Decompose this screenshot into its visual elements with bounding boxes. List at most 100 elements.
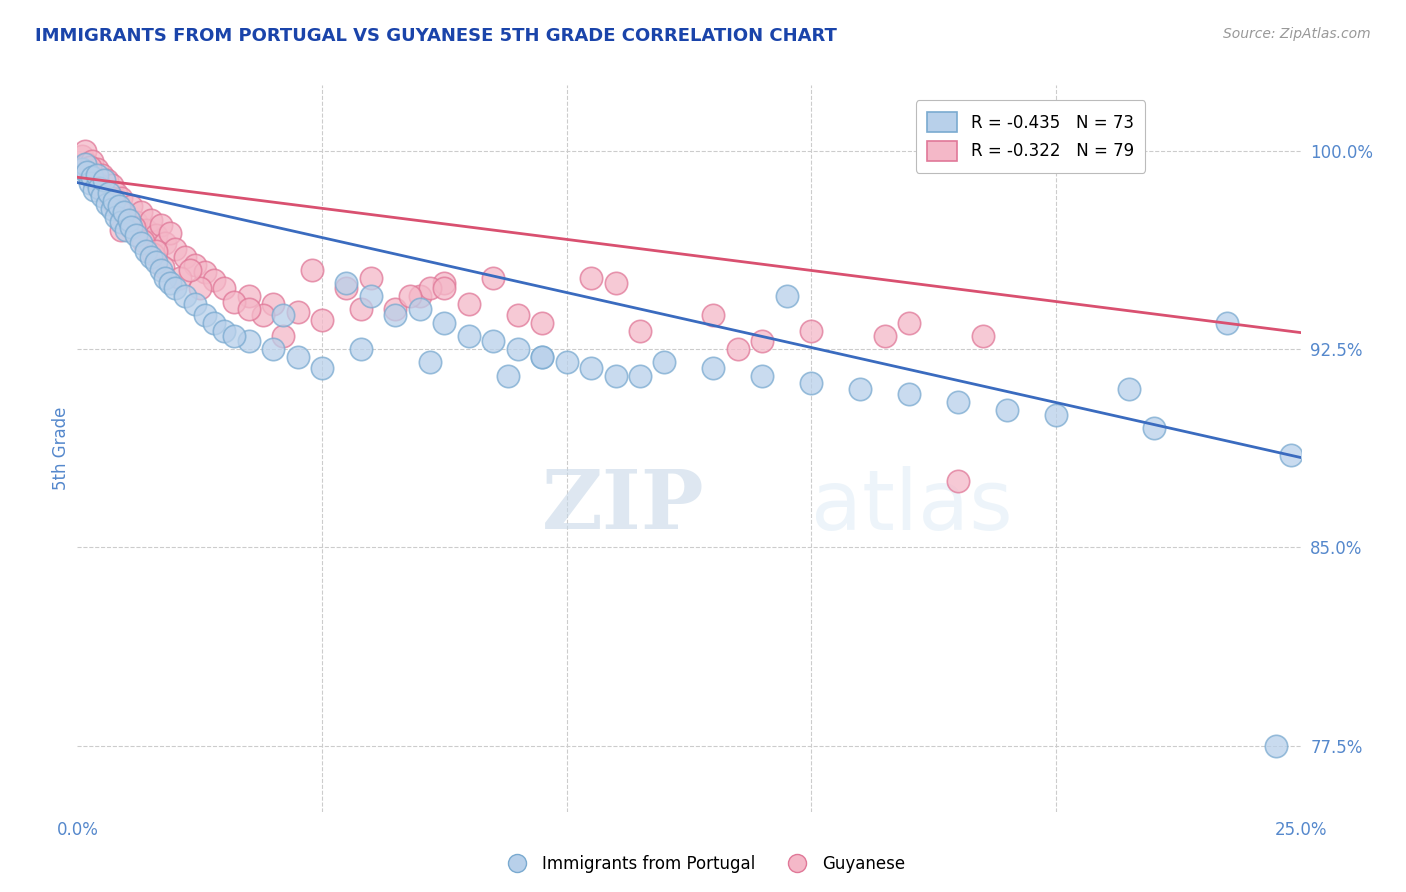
Point	[335, 276, 357, 290]
Point	[555, 355, 578, 369]
Point	[496, 368, 519, 383]
Point	[222, 329, 245, 343]
Point	[898, 387, 921, 401]
Point	[800, 376, 823, 391]
Point	[152, 260, 174, 274]
Point	[139, 250, 162, 264]
Point	[93, 173, 115, 187]
Point	[751, 334, 773, 348]
Point	[165, 281, 187, 295]
Point	[262, 297, 284, 311]
Point	[193, 265, 215, 279]
Point	[727, 342, 749, 356]
Point	[149, 262, 172, 277]
Point	[849, 382, 872, 396]
Point	[142, 247, 165, 261]
Point	[79, 165, 101, 179]
Point	[174, 289, 197, 303]
Point	[384, 302, 406, 317]
Point	[702, 360, 724, 375]
Point	[149, 218, 172, 232]
Point	[90, 168, 112, 182]
Point	[457, 329, 479, 343]
Point	[100, 178, 122, 193]
Y-axis label: 5th Grade: 5th Grade	[52, 407, 70, 490]
Point	[145, 255, 167, 269]
Point	[1216, 316, 1239, 330]
Point	[579, 270, 602, 285]
Point	[76, 165, 98, 179]
Point	[433, 276, 456, 290]
Point	[360, 289, 382, 303]
Point	[898, 316, 921, 330]
Point	[79, 160, 101, 174]
Point	[531, 350, 554, 364]
Point	[79, 176, 101, 190]
Point	[129, 204, 152, 219]
Point	[212, 281, 235, 295]
Point	[89, 176, 111, 190]
Point	[76, 157, 98, 171]
Point	[350, 342, 373, 356]
Point	[135, 223, 157, 237]
Point	[112, 204, 135, 219]
Point	[350, 302, 373, 317]
Point	[271, 308, 294, 322]
Point	[115, 210, 138, 224]
Point	[399, 289, 422, 303]
Point	[335, 281, 357, 295]
Point	[184, 297, 207, 311]
Point	[506, 342, 529, 356]
Point	[139, 212, 162, 227]
Point	[654, 355, 676, 369]
Point	[155, 236, 177, 251]
Point	[271, 329, 294, 343]
Point	[409, 289, 432, 303]
Point	[287, 350, 309, 364]
Point	[238, 289, 260, 303]
Point	[531, 316, 554, 330]
Point	[145, 244, 167, 259]
Point	[80, 154, 103, 169]
Point	[628, 368, 651, 383]
Point	[506, 308, 529, 322]
Point	[238, 302, 260, 317]
Point	[212, 324, 235, 338]
Point	[112, 207, 135, 221]
Point	[98, 188, 121, 202]
Point	[287, 305, 309, 319]
Point	[531, 350, 554, 364]
Point	[222, 294, 245, 309]
Point	[579, 360, 602, 375]
Point	[98, 186, 121, 201]
Point	[169, 270, 191, 285]
Point	[605, 276, 627, 290]
Point	[193, 308, 215, 322]
Text: IMMIGRANTS FROM PORTUGAL VS GUYANESE 5TH GRADE CORRELATION CHART: IMMIGRANTS FROM PORTUGAL VS GUYANESE 5TH…	[35, 27, 837, 45]
Legend: R = -0.435   N = 73, R = -0.322   N = 79: R = -0.435 N = 73, R = -0.322 N = 79	[915, 100, 1146, 173]
Point	[311, 313, 333, 327]
Point	[155, 270, 177, 285]
Point	[120, 199, 142, 213]
Text: atlas: atlas	[811, 466, 1012, 547]
Point	[118, 212, 141, 227]
Point	[132, 234, 155, 248]
Point	[96, 173, 118, 187]
Point	[105, 210, 128, 224]
Point	[482, 334, 505, 348]
Point	[100, 202, 122, 216]
Point	[1045, 408, 1067, 422]
Point	[90, 188, 112, 202]
Point	[311, 360, 333, 375]
Point	[100, 191, 122, 205]
Point	[120, 220, 142, 235]
Point	[301, 262, 323, 277]
Point	[419, 355, 441, 369]
Point	[184, 258, 207, 272]
Point	[433, 316, 456, 330]
Point	[110, 191, 132, 205]
Point	[83, 184, 105, 198]
Text: Source: ZipAtlas.com: Source: ZipAtlas.com	[1223, 27, 1371, 41]
Point	[89, 178, 111, 193]
Point	[972, 329, 994, 343]
